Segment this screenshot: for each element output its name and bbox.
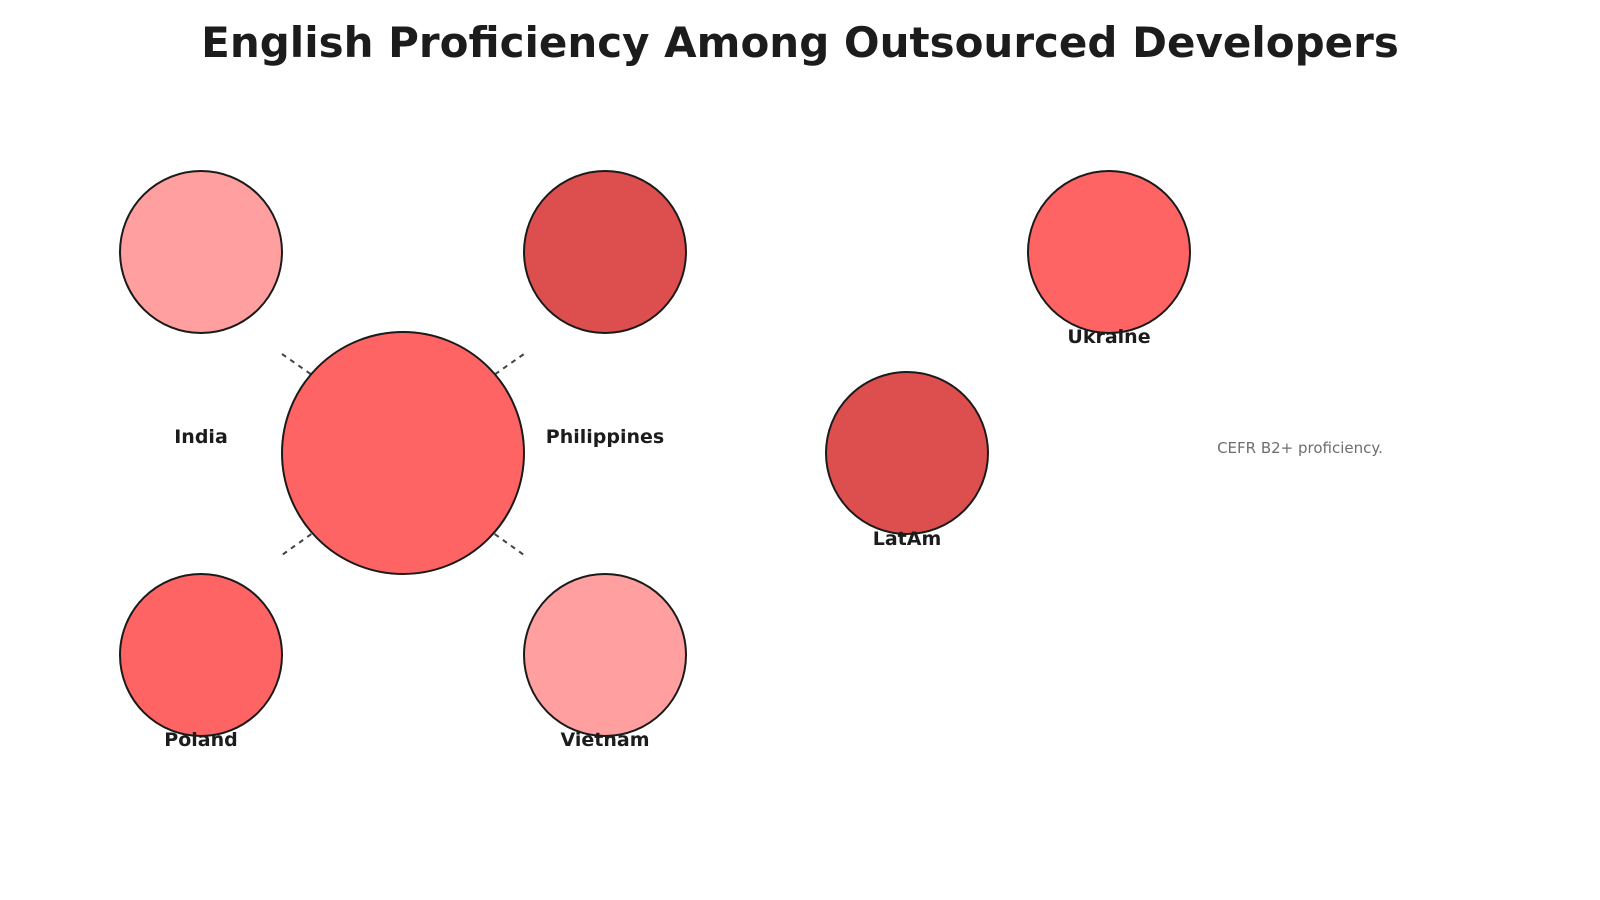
node-ukraine: Ukraine [1027, 170, 1191, 348]
node-hub-circle [281, 331, 525, 575]
node-latam-label: LatAm [873, 528, 942, 550]
node-poland-label: Poland [164, 729, 237, 751]
node-poland-circle [119, 573, 283, 737]
node-vietnam: Vietnam [523, 573, 687, 751]
node-india-circle [119, 170, 283, 334]
node-vietnam-label: Vietnam [561, 729, 650, 751]
node-latam-circle [825, 371, 989, 535]
node-hub [281, 331, 525, 575]
node-poland: Poland [119, 573, 283, 751]
node-vietnam-circle [523, 573, 687, 737]
node-india-label: India [174, 426, 228, 448]
node-ukraine-label: Ukraine [1067, 326, 1150, 348]
page-title: English Proficiency Among Outsourced Dev… [201, 18, 1399, 67]
node-philippines: Philippines [523, 170, 687, 448]
node-india: India [119, 170, 283, 448]
node-latam: LatAm [825, 371, 989, 550]
node-philippines-label: Philippines [546, 426, 664, 448]
node-ukraine-circle [1027, 170, 1191, 334]
node-philippines-circle [523, 170, 687, 334]
diagram-note: CEFR B2+ proficiency. [1217, 439, 1383, 457]
